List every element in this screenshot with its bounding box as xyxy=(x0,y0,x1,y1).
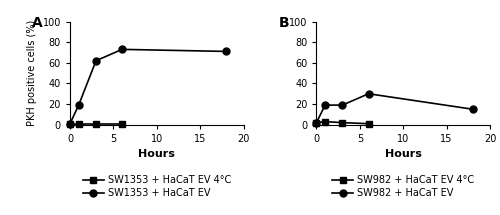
Y-axis label: PKH positive cells (%): PKH positive cells (%) xyxy=(27,20,37,126)
Legend: SW1353 + HaCaT EV 4°C, SW1353 + HaCaT EV: SW1353 + HaCaT EV 4°C, SW1353 + HaCaT EV xyxy=(82,175,231,198)
Legend: SW982 + HaCaT EV 4°C, SW982 + HaCaT EV: SW982 + HaCaT EV 4°C, SW982 + HaCaT EV xyxy=(332,175,474,198)
X-axis label: Hours: Hours xyxy=(385,149,422,159)
X-axis label: Hours: Hours xyxy=(138,149,175,159)
Text: B: B xyxy=(278,16,289,30)
Text: A: A xyxy=(32,16,42,30)
